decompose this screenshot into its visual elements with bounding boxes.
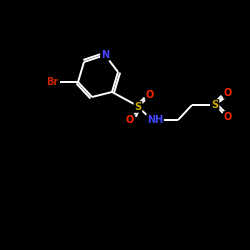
Text: S: S xyxy=(134,102,141,112)
Text: NH: NH xyxy=(147,115,163,125)
Text: N: N xyxy=(101,50,109,60)
Text: O: O xyxy=(126,115,134,125)
Text: O: O xyxy=(146,90,154,100)
Text: S: S xyxy=(212,100,218,110)
Text: O: O xyxy=(224,88,232,98)
Text: O: O xyxy=(224,112,232,122)
Text: Br: Br xyxy=(46,77,58,87)
